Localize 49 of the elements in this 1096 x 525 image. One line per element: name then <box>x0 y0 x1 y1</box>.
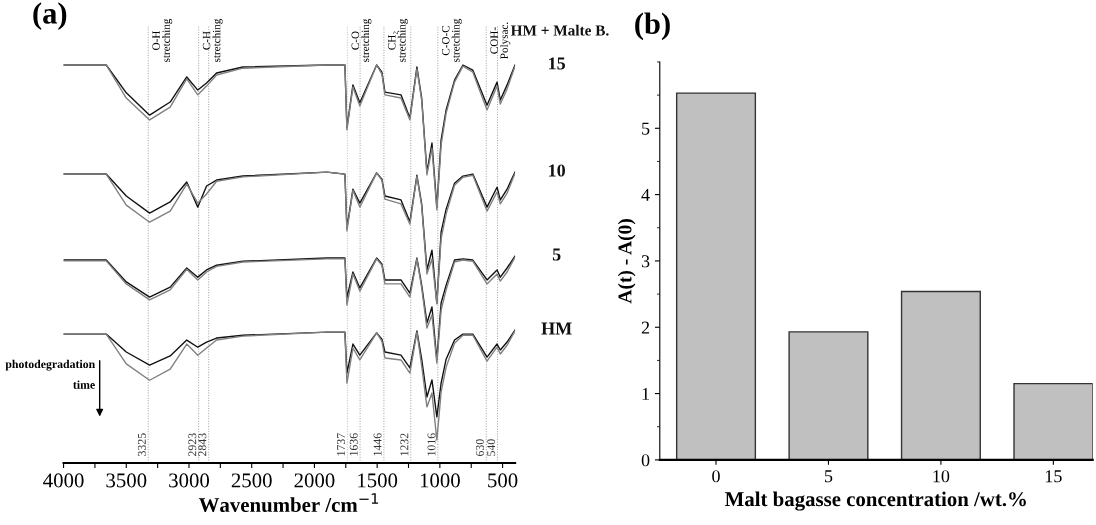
ref-line-label: 630 <box>475 439 484 456</box>
ref-line-label: 1446 <box>373 433 382 456</box>
y-tick-label: 4 <box>641 188 650 201</box>
chart-title: (b) <box>635 12 670 41</box>
ref-line-label: 1636 <box>349 433 358 456</box>
annotation: COH- Polysac. <box>490 22 511 59</box>
y-axis-title: A(t) - A(0) <box>617 219 636 304</box>
x-tick-label: 2000 <box>294 473 335 488</box>
annotation: CH₂ stretching <box>388 18 408 62</box>
series-label: 15 <box>549 57 566 70</box>
x-tick-label: 500 <box>488 473 518 488</box>
annotation: C-O stretching <box>351 18 372 62</box>
x-tick-label: 3500 <box>106 473 147 488</box>
ref-line-label: 1737 <box>337 433 346 456</box>
y-tick-label: 5 <box>642 122 650 135</box>
x-tick-label: 0 <box>712 470 720 483</box>
ref-line-label: 1016 <box>427 433 436 456</box>
x-tick-label: 5 <box>825 470 833 483</box>
annotation: C-O-C stretching <box>442 18 462 62</box>
annotation: C-H stretching <box>202 18 223 62</box>
y-tick-label: 2 <box>641 321 650 334</box>
ref-line-label: 3325 <box>137 433 146 456</box>
y-tick-label: 1 <box>642 387 649 400</box>
bar <box>900 290 981 460</box>
ref-line-label: 540 <box>487 439 496 456</box>
ref-line-label: 1232 <box>400 433 409 456</box>
ref-line-label: 2923 <box>188 433 197 456</box>
bar <box>788 331 869 460</box>
text: 5 <box>552 248 561 261</box>
x-tick-label: 2500 <box>231 473 272 488</box>
annotation: O-H stretching <box>152 18 173 62</box>
x-tick-label: 15 <box>1045 470 1062 483</box>
text: HM + Malte B. <box>510 24 609 36</box>
bar <box>675 92 757 460</box>
bar <box>1013 382 1093 460</box>
y-tick-label: 0 <box>641 454 650 467</box>
x-tick-label: 10 <box>933 470 950 483</box>
x-tick-label: 1500 <box>358 473 398 488</box>
series-label: 10 <box>549 164 565 177</box>
ref-line-label: 2843 <box>198 433 207 456</box>
x-axis-title: Malt bagasse concentration /wt.% <box>725 491 1026 511</box>
chart-title: (a) <box>33 2 67 30</box>
series-label: HM <box>541 322 572 335</box>
annotation: photodegradation time <box>5 359 95 389</box>
x-axis-title: Wavenumber /cm$^{−1}$ <box>198 493 379 513</box>
x-tick-label: 3000 <box>169 473 210 488</box>
y-tick-label: 3 <box>641 255 650 268</box>
x-tick-label: 1000 <box>420 473 460 488</box>
x-tick-label: 4000 <box>43 473 84 488</box>
